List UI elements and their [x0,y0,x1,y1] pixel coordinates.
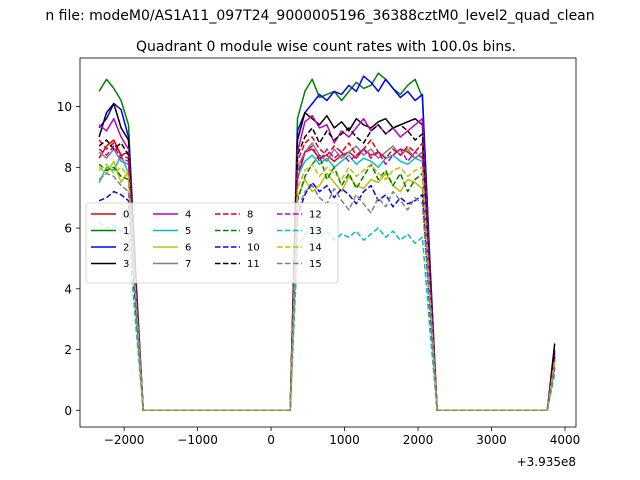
series-layer [98,72,556,412]
legend-label-12: 12 [309,210,322,221]
y-tick-label: 6 [64,222,72,236]
x-tick-label: 4000 [550,433,581,447]
legend-label-14: 14 [309,243,322,254]
axes-frame [79,57,577,428]
y-tick-label: 0 [64,404,72,418]
x-axis: −2000 −1000 0 1000 2000 3000 4000 [104,427,580,447]
x-tick-label: 3000 [476,433,507,447]
legend-label-9: 9 [247,226,253,237]
legend-label-2: 2 [123,243,129,254]
legend-label-3: 3 [123,259,129,270]
series-line-14 [98,163,556,412]
x-tick-label: 1000 [329,433,360,447]
legend-label-4: 4 [185,210,191,221]
x-tick-label: −2000 [104,433,145,447]
legend-label-0: 0 [123,210,129,221]
legend-label-6: 6 [185,243,191,254]
legend-box [85,202,339,284]
legend-label-15: 15 [309,259,322,270]
x-tick-label: −1000 [177,433,218,447]
x-axis-offset-label: +3.935e8 [517,455,576,469]
x-tick-label: 0 [267,433,275,447]
chart-title: Quadrant 0 module wise count rates with … [136,39,516,55]
figure-suptitle: n file: modeM0/AS1A11_097T24_9000005196_… [45,8,594,24]
legend-label-11: 11 [247,259,260,270]
y-tick-label: 4 [64,282,72,296]
x-tick-label: 2000 [403,433,434,447]
y-tick-label: 2 [64,343,72,357]
legend-label-1: 1 [123,226,129,237]
y-axis: 0 2 4 6 8 10 [57,100,80,418]
legend-label-10: 10 [247,243,260,254]
series-line-6 [98,160,556,412]
y-tick-label: 8 [64,161,72,175]
legend-label-7: 7 [185,259,191,270]
legend-label-8: 8 [247,210,253,221]
y-tick-label: 10 [57,100,72,114]
legend-label-13: 13 [309,226,322,237]
legend-label-5: 5 [185,226,191,237]
